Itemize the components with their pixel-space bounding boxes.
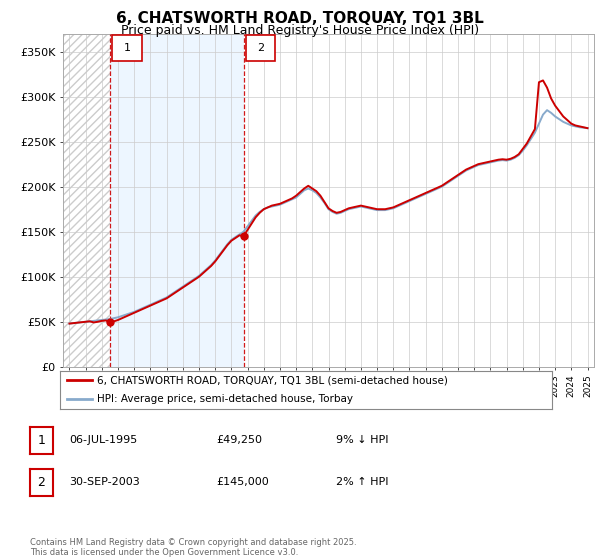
Text: HPI: Average price, semi-detached house, Torbay: HPI: Average price, semi-detached house,… <box>97 394 353 404</box>
Text: 06-JUL-1995: 06-JUL-1995 <box>69 435 137 445</box>
Text: Price paid vs. HM Land Registry's House Price Index (HPI): Price paid vs. HM Land Registry's House … <box>121 24 479 36</box>
Bar <box>63 34 110 367</box>
Text: £49,250: £49,250 <box>216 435 262 445</box>
FancyBboxPatch shape <box>246 35 275 60</box>
FancyBboxPatch shape <box>112 35 142 60</box>
Bar <box>110 34 244 367</box>
Text: Contains HM Land Registry data © Crown copyright and database right 2025.
This d: Contains HM Land Registry data © Crown c… <box>30 538 356 557</box>
Text: 30-SEP-2003: 30-SEP-2003 <box>69 477 140 487</box>
Text: 1: 1 <box>124 43 130 53</box>
Text: 6, CHATSWORTH ROAD, TORQUAY, TQ1 3BL (semi-detached house): 6, CHATSWORTH ROAD, TORQUAY, TQ1 3BL (se… <box>97 375 448 385</box>
Text: £145,000: £145,000 <box>216 477 269 487</box>
Text: 2: 2 <box>37 475 46 489</box>
Text: 2: 2 <box>257 43 264 53</box>
Text: 6, CHATSWORTH ROAD, TORQUAY, TQ1 3BL: 6, CHATSWORTH ROAD, TORQUAY, TQ1 3BL <box>116 11 484 26</box>
Text: 1: 1 <box>37 433 46 447</box>
Text: 9% ↓ HPI: 9% ↓ HPI <box>336 435 389 445</box>
Text: 2% ↑ HPI: 2% ↑ HPI <box>336 477 389 487</box>
